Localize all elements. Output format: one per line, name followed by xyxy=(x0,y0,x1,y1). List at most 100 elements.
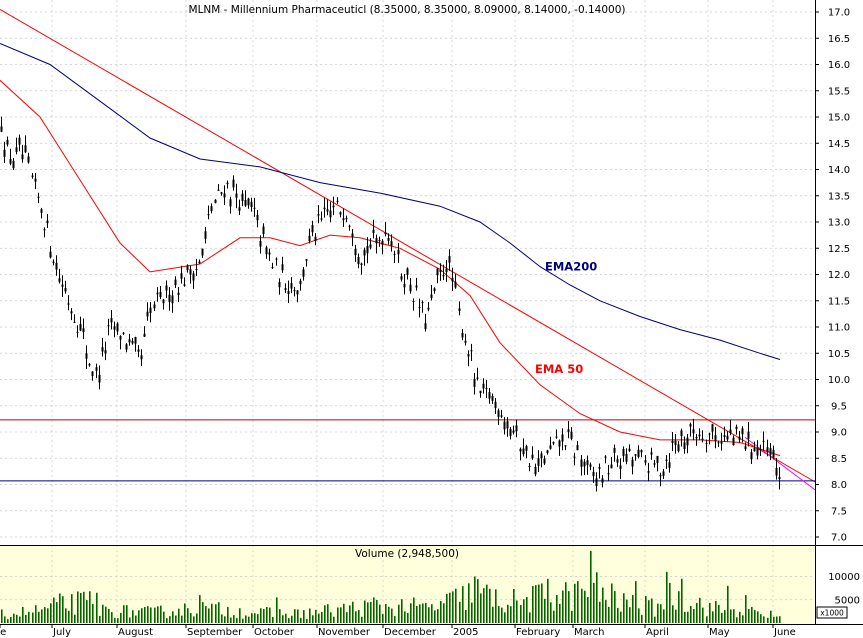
price-bar-body xyxy=(397,249,400,255)
price-bar-body xyxy=(220,192,223,194)
price-bar-body xyxy=(778,476,781,480)
volume-bar xyxy=(581,588,583,623)
volume-bar xyxy=(468,583,470,623)
volume-bar xyxy=(577,581,579,623)
volume-bar xyxy=(516,600,518,623)
price-bar-body xyxy=(491,396,494,401)
volume-bar xyxy=(346,612,348,623)
price-bar-body xyxy=(198,261,201,264)
price-bar-body xyxy=(610,464,613,469)
volume-bar xyxy=(80,592,82,623)
y-tick-label: 10.0 xyxy=(828,375,850,386)
price-bar-body xyxy=(183,284,186,286)
volume-bar xyxy=(681,578,683,623)
volume-axis: 10000 5000 xyxy=(828,572,860,606)
volume-bar xyxy=(486,584,488,623)
volume-bar xyxy=(102,604,104,623)
volume-bar xyxy=(202,602,204,623)
price-bar-body xyxy=(555,436,558,438)
volume-bar xyxy=(269,607,271,623)
volume-bar xyxy=(736,617,738,623)
volume-bar xyxy=(431,604,433,623)
volume-bar xyxy=(602,587,604,623)
price-bar-body xyxy=(299,280,302,285)
volume-bar xyxy=(702,607,704,623)
x-tick-label: April xyxy=(646,627,669,638)
volume-bar xyxy=(626,599,628,623)
volume-bar xyxy=(672,605,674,623)
ema-label: EMA 50 xyxy=(535,362,583,376)
price-bar-body xyxy=(680,430,683,437)
volume-bar xyxy=(526,597,528,623)
volume-bar xyxy=(294,609,296,623)
volume-bar xyxy=(190,613,192,623)
volume-bar xyxy=(641,614,643,623)
volume-bar xyxy=(111,612,113,623)
y-tick-label: 11.5 xyxy=(828,296,850,307)
volume-bar xyxy=(53,597,55,623)
y-tick-label: 9.5 xyxy=(831,401,847,412)
volume-bar xyxy=(422,603,424,623)
volume-bar xyxy=(181,615,183,623)
price-bar-body xyxy=(647,471,650,473)
volume-bar xyxy=(770,610,772,623)
volume-bar xyxy=(300,617,302,623)
price-bar-body xyxy=(674,440,677,446)
price-bar-body xyxy=(766,447,769,453)
price-bar-body xyxy=(467,354,470,357)
price-bar-body xyxy=(351,233,354,238)
volume-bar xyxy=(77,591,79,623)
volume-unit-label: x1000 xyxy=(820,609,844,618)
volume-bar xyxy=(147,606,149,623)
price-bar-body xyxy=(473,379,476,387)
volume-bar xyxy=(654,616,656,623)
price-bar-body xyxy=(659,475,662,477)
price-bar-body xyxy=(9,159,12,164)
y-tick-label: 17.0 xyxy=(828,8,850,19)
price-bar-body xyxy=(195,268,198,270)
price-bar-body xyxy=(34,178,37,182)
y-tick-label: 14.0 xyxy=(828,165,850,176)
price-bar-body xyxy=(6,140,9,145)
volume-bar xyxy=(666,571,668,623)
price-bar-body xyxy=(497,410,500,417)
price-bar-body xyxy=(448,256,451,263)
price-bar-body xyxy=(503,421,506,430)
ema-line xyxy=(0,43,781,360)
price-bar-body xyxy=(622,449,625,456)
volume-bar xyxy=(538,584,540,623)
volume-bar xyxy=(742,615,744,623)
price-bar-body xyxy=(619,465,622,469)
volume-bar xyxy=(32,612,34,623)
volume-bar xyxy=(1,609,3,623)
volume-bar xyxy=(425,602,427,623)
volume-bar xyxy=(263,608,265,623)
volume-bar xyxy=(184,603,186,623)
price-bar-body xyxy=(192,273,195,281)
volume-bar xyxy=(364,600,366,623)
volume-bar xyxy=(401,599,403,623)
volume-bar xyxy=(236,618,238,623)
price-axis: 17.0 16.5 16.0 15.5 15.0 14.5 14.0 13.5 13.0 12.5… xyxy=(815,8,850,544)
price-bar-body xyxy=(580,459,583,467)
volume-bar xyxy=(498,606,500,623)
volume-bar xyxy=(205,606,207,623)
volume-bar xyxy=(437,609,439,623)
y-tick-label: 8.0 xyxy=(831,480,847,491)
volume-bar xyxy=(108,608,110,623)
volume-bar xyxy=(355,611,357,623)
volume-bar xyxy=(394,616,396,623)
price-bar-body xyxy=(275,258,278,260)
volume-bar xyxy=(285,613,287,623)
volume-bar xyxy=(196,613,198,623)
reference-lines xyxy=(0,8,816,491)
volume-title: Volume (2,948,500) xyxy=(355,548,459,560)
volume-bar xyxy=(123,605,125,623)
price-bar-body xyxy=(171,295,174,304)
volume-bar xyxy=(254,613,256,623)
price-bar-body xyxy=(631,459,634,467)
price-bar-body xyxy=(256,214,259,221)
price-bar-body xyxy=(705,443,708,445)
price-bar-body xyxy=(214,199,217,203)
price-bar-body xyxy=(573,456,576,458)
